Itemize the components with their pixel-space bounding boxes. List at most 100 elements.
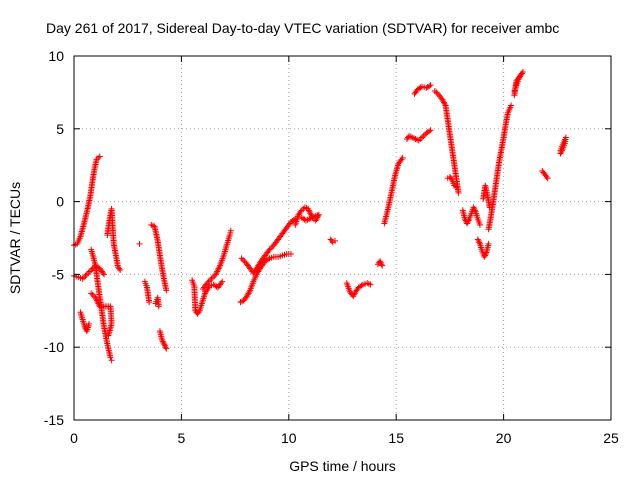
data-point-interp: [465, 217, 472, 224]
data-point-interp: [426, 83, 433, 90]
data-point-interp: [107, 352, 114, 359]
data-point-interp: [558, 145, 565, 152]
data-point-interp: [80, 223, 87, 230]
data-point: [88, 290, 95, 297]
data-point-interp: [461, 214, 468, 221]
tick-labels: 0 5 10 15 20 25 10 5 0 -5 -10 -15: [44, 48, 619, 446]
data-point-interp: [416, 85, 423, 92]
data-point-interp: [256, 261, 263, 268]
data-point-interp: [450, 180, 457, 187]
series-11: [156, 328, 170, 352]
grid: [74, 56, 611, 420]
data-point-interp: [217, 281, 224, 288]
series-22: [411, 82, 434, 97]
series-3: [77, 309, 93, 335]
data-point: [238, 255, 245, 262]
series-16: [292, 204, 322, 228]
data-point-interp: [412, 89, 419, 96]
data-point-interp: [377, 259, 384, 266]
data-point: [161, 341, 168, 348]
series-25: [459, 204, 483, 228]
data-point-interp: [507, 104, 514, 111]
data-point-interp: [357, 283, 364, 290]
data-point-interp: [93, 297, 100, 304]
data-point-interp: [245, 290, 252, 297]
data-point-interp: [482, 251, 489, 258]
data-point-interp: [397, 157, 404, 164]
data-point-interp: [498, 147, 505, 154]
data-point-interp: [301, 216, 308, 223]
data-point-interp: [272, 253, 279, 260]
data-point-interp: [346, 287, 353, 294]
data-layer: [71, 69, 569, 364]
data-point-interp: [300, 205, 307, 212]
data-point-interp: [81, 321, 88, 328]
data-point-interp: [484, 191, 491, 198]
data-point-interp: [252, 273, 259, 280]
data-point-interp: [190, 281, 197, 288]
data-point: [307, 210, 314, 217]
series-7: [136, 240, 143, 247]
data-point-interp: [514, 76, 521, 83]
data-point-interp: [426, 128, 433, 135]
data-point-interp: [265, 248, 272, 255]
data-point-interp: [365, 280, 372, 287]
data-point-interp: [420, 133, 427, 140]
series-19: [374, 258, 386, 269]
data-point-interp: [394, 162, 401, 169]
data-point-interp: [485, 242, 492, 249]
data-point-interp: [154, 236, 161, 243]
data-point-interp: [93, 158, 100, 165]
data-point-interp: [387, 194, 394, 201]
data-point-interp: [269, 243, 276, 250]
data-point-interp: [219, 255, 226, 262]
data-point-interp: [89, 181, 96, 188]
data-point-interp: [455, 188, 462, 195]
series-10: [152, 294, 162, 310]
data-point-interp: [281, 251, 288, 258]
data-point-interp: [85, 322, 92, 329]
data-point-interp: [475, 237, 482, 244]
data-point-interp: [285, 221, 292, 228]
data-point-interp: [202, 283, 209, 290]
data-point-interp: [277, 253, 284, 260]
y-tick-label: 10: [48, 48, 64, 64]
data-point-interp: [224, 241, 231, 248]
data-point: [92, 294, 99, 301]
x-tick-label: 20: [496, 430, 512, 446]
data-point-interp: [159, 338, 166, 345]
data-point-interp: [264, 249, 271, 256]
series-30: [539, 168, 551, 182]
y-tick-label: -10: [44, 339, 64, 355]
data-point-interp: [447, 175, 454, 182]
data-point-interp: [543, 173, 550, 180]
data-point-interp: [251, 268, 258, 275]
data-point-interp: [105, 330, 112, 337]
data-point-interp: [195, 309, 202, 316]
series-18: [343, 280, 374, 300]
data-point-interp: [207, 277, 214, 284]
data-point-interp: [267, 245, 274, 252]
data-point-interp: [294, 213, 301, 220]
data-point-interp: [378, 261, 385, 268]
data-point-interp: [205, 278, 212, 285]
data-point-interp: [433, 89, 440, 96]
series-6: [88, 290, 115, 339]
data-point-interp: [383, 213, 390, 220]
data-point-interp: [300, 215, 307, 222]
data-point-interp: [471, 207, 478, 214]
data-point-interp: [474, 214, 481, 221]
data-point-interp: [89, 252, 96, 259]
x-tick-label: 25: [603, 430, 619, 446]
data-point-interp: [91, 168, 98, 175]
data-point-interp: [213, 269, 220, 276]
data-point-interp: [285, 251, 292, 258]
series-17: [327, 236, 338, 246]
data-point-interp: [158, 263, 165, 270]
chart-title: Day 261 of 2017, Sidereal Day-to-day VTE…: [46, 20, 559, 36]
data-point: [212, 271, 219, 278]
data-point: [163, 345, 170, 352]
data-point-interp: [143, 282, 150, 289]
data-point-interp: [83, 210, 90, 217]
